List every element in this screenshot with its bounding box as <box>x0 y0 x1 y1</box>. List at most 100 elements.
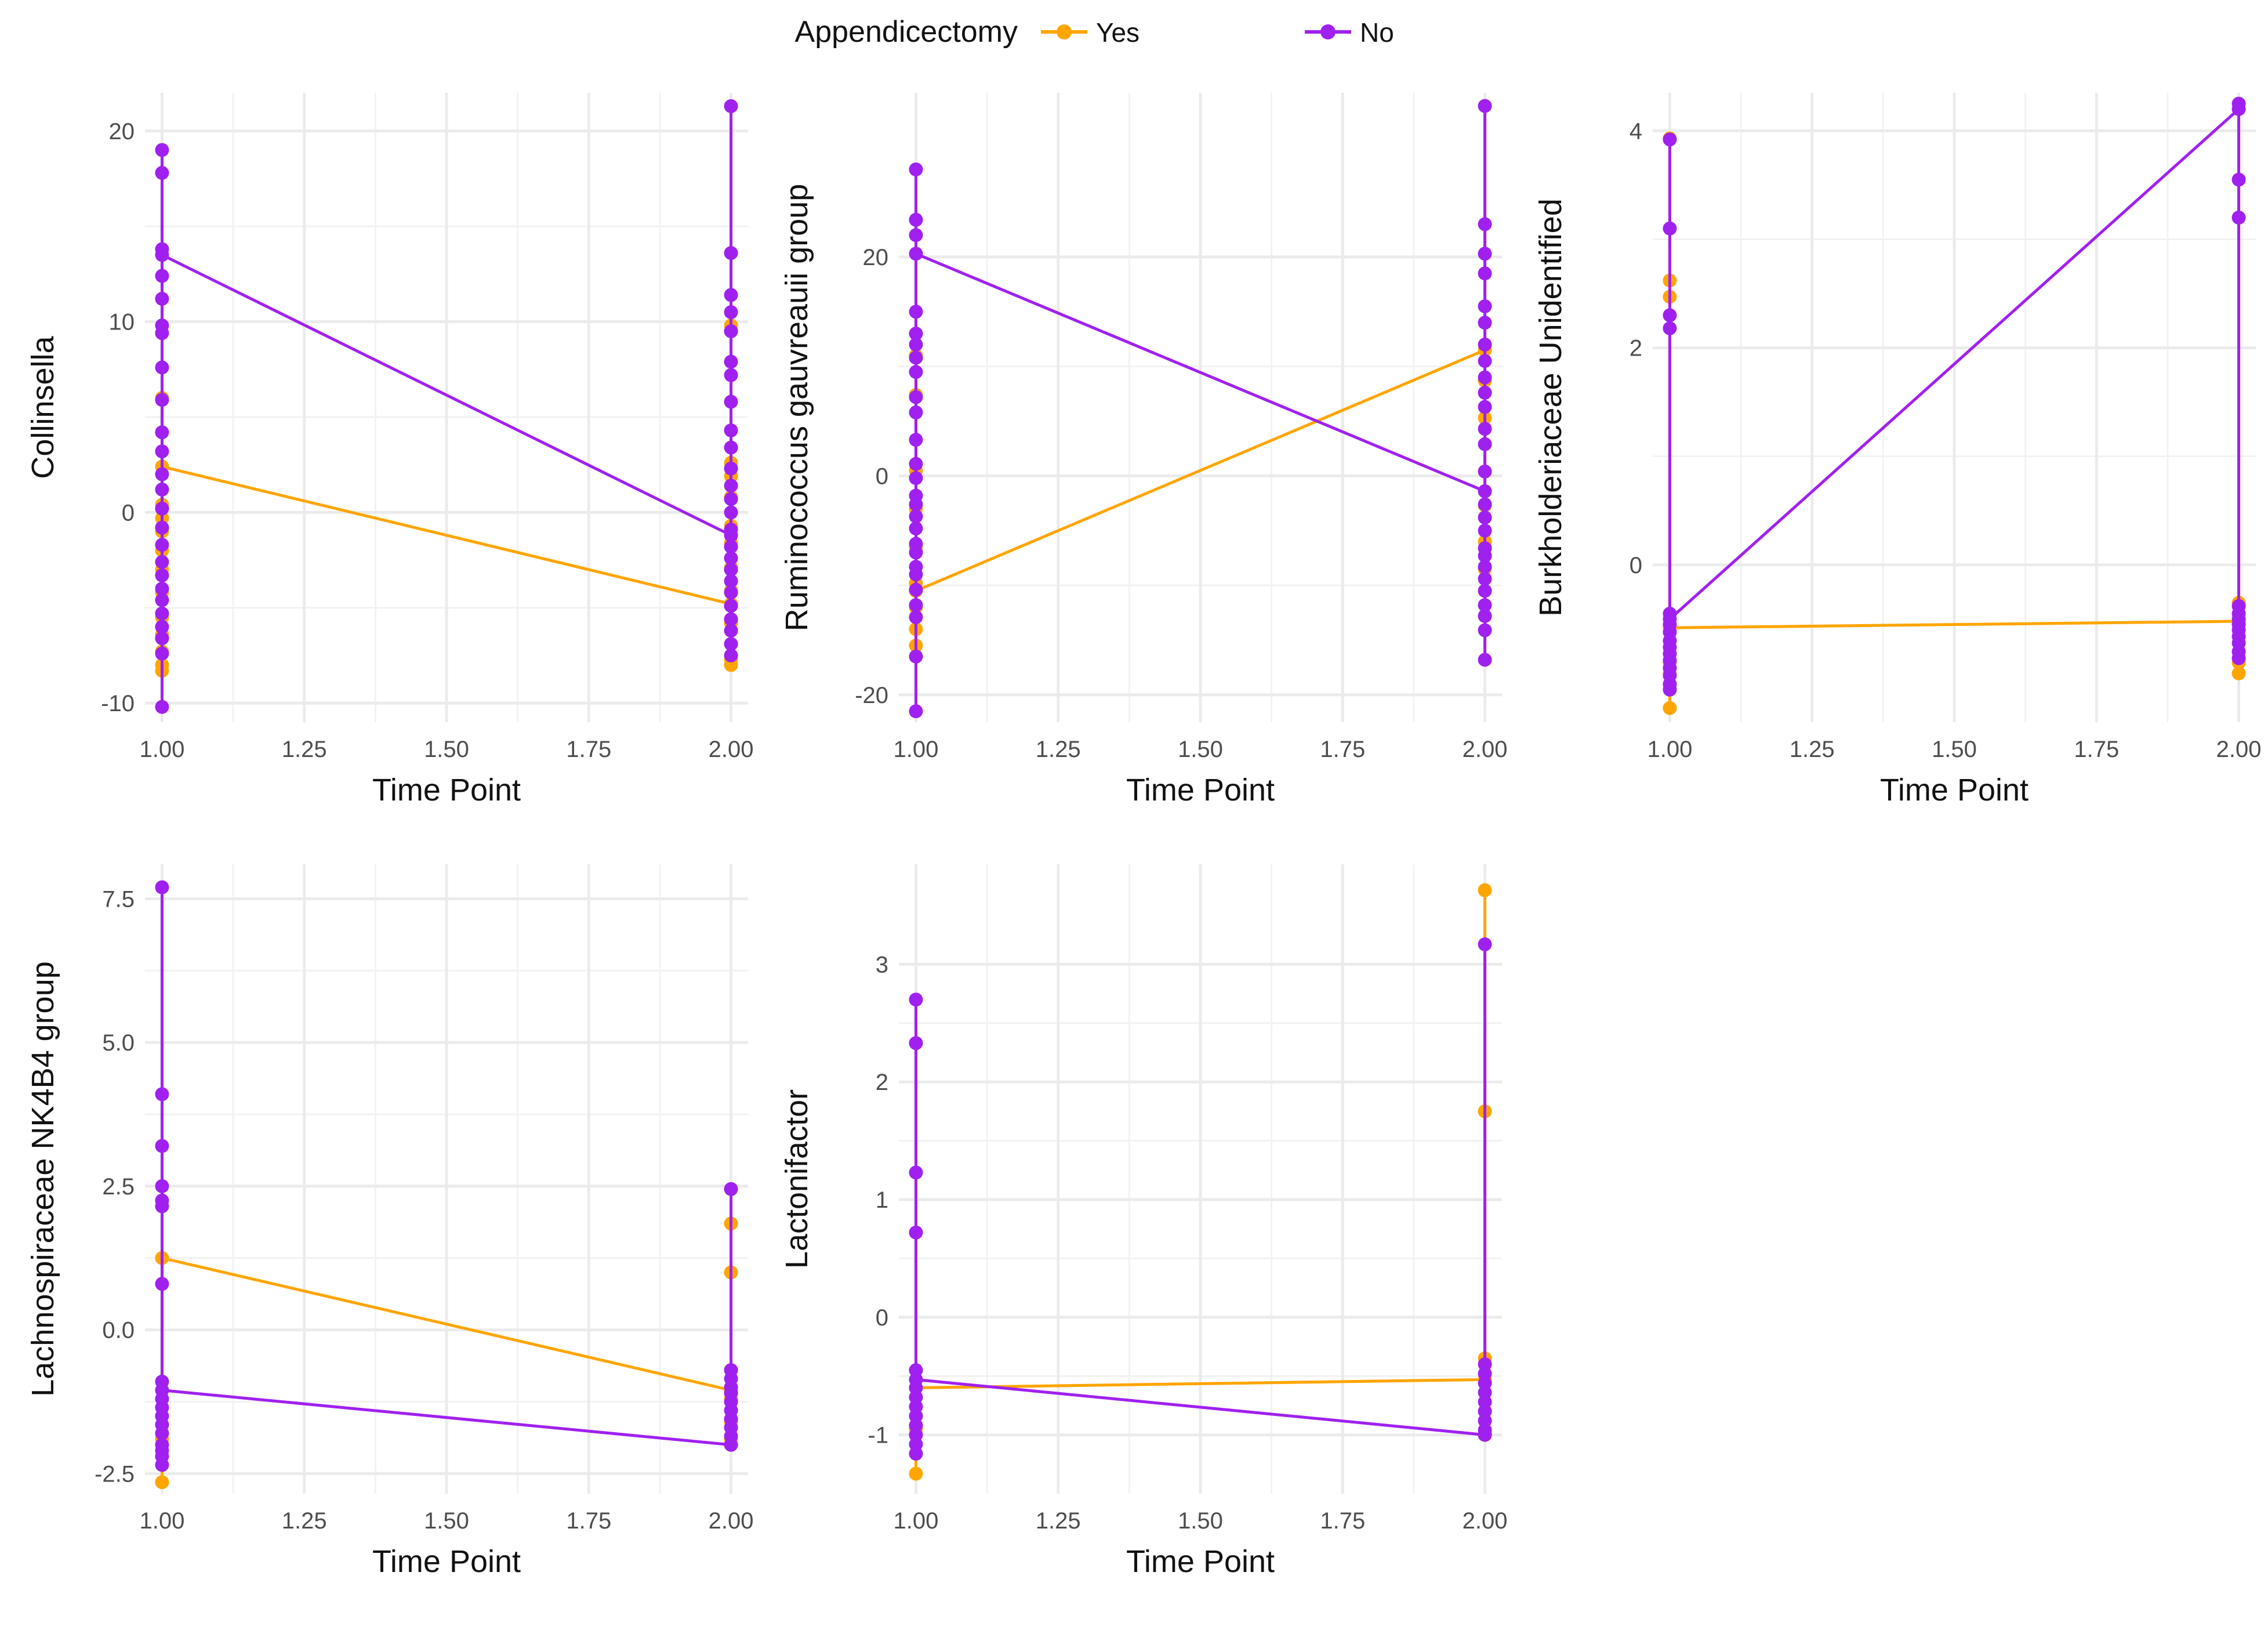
data-point-no <box>155 482 169 497</box>
data-point-no <box>155 248 169 262</box>
data-point-no <box>724 648 738 662</box>
data-point-no <box>1478 266 1492 281</box>
data-point-no <box>724 612 738 626</box>
data-point-no <box>155 520 169 535</box>
y-axis-title: Lactonifactor <box>779 1089 814 1269</box>
x-tick-label: 1.00 <box>1648 737 1693 762</box>
x-tick-label: 1.00 <box>140 737 185 762</box>
y-tick-label: 2 <box>1630 336 1642 361</box>
data-point-no <box>1478 299 1492 313</box>
x-tick-label: 1.50 <box>1932 737 1977 762</box>
data-point-no <box>1478 422 1492 436</box>
x-tick-label: 1.50 <box>424 737 469 762</box>
data-point-no <box>724 492 738 506</box>
trend-line-no <box>161 253 732 537</box>
panel-collinsella: 1.00 1.25 1.50 1.75 2.00 -10 0 10 20 Time Point Co… <box>26 93 753 807</box>
data-point-no <box>1478 99 1492 113</box>
y-tick-label: 10 <box>109 310 135 335</box>
data-point-no <box>155 593 169 607</box>
data-point-no <box>724 99 738 114</box>
data-point-no <box>724 461 738 476</box>
x-tick-label: 2.00 <box>1463 1508 1508 1534</box>
data-point-no <box>909 433 923 447</box>
panel-ruminococcus-gauvreauii-group: 1.00 1.25 1.50 1.75 2.00 -20 0 20 Time Point Rumi… <box>779 93 1508 807</box>
data-point-no <box>1478 338 1492 352</box>
series-no <box>155 880 738 1472</box>
data-point-no <box>155 1458 169 1472</box>
data-point-no <box>155 1139 169 1153</box>
data-point-no <box>155 581 169 596</box>
x-tick-label: 1.50 <box>1178 737 1223 762</box>
trend-line-no <box>162 1389 731 1447</box>
data-point-no <box>155 606 169 621</box>
data-point-yes <box>724 658 738 672</box>
data-point-no <box>724 394 738 409</box>
legend-swatch-point-yes <box>1057 24 1072 39</box>
data-point-no <box>1478 560 1492 574</box>
data-point-no <box>909 993 923 1007</box>
data-point-no <box>909 704 923 719</box>
trend-line-no <box>915 252 1486 493</box>
data-point-no <box>909 405 923 419</box>
data-point-no <box>155 326 169 341</box>
data-point-no <box>1478 497 1492 512</box>
data-point-no <box>724 368 738 382</box>
data-point-no <box>724 637 738 651</box>
data-point-no <box>909 365 923 379</box>
data-point-no <box>1478 316 1492 330</box>
data-point-no <box>2231 102 2246 117</box>
y-tick-label: 0 <box>1630 553 1642 578</box>
panel-burkholderiaceae-unidentified: 1.00 1.25 1.50 1.75 2.00 0 2 4 Time Point Burkhol… <box>1533 93 2262 807</box>
y-axis-title: Lachnospiraceae NK4B4 group <box>26 961 60 1397</box>
x-tick-label: 1.75 <box>2074 737 2119 762</box>
legend-item-yes: Yes <box>1041 17 1140 48</box>
x-tick-label: 1.00 <box>140 1508 185 1534</box>
trend-line-yes <box>161 1256 732 1392</box>
data-point-no <box>909 521 923 536</box>
data-point-no <box>1478 370 1492 385</box>
data-point-no <box>1663 321 1677 335</box>
data-point-no <box>155 467 169 481</box>
data-point-no <box>1663 308 1677 323</box>
y-tick-label: 7.5 <box>102 886 135 912</box>
x-tick-label: 1.00 <box>894 737 939 762</box>
legend-item-no: No <box>1305 17 1394 48</box>
x-tick-label: 2.00 <box>709 1508 754 1534</box>
panel-lactonifactor: 1.00 1.25 1.50 1.75 2.00 -1 0 1 2 3 Time Point Lact… <box>779 864 1508 1579</box>
data-point-no <box>155 1426 169 1440</box>
data-point-no <box>909 457 923 471</box>
data-point-no <box>1478 653 1492 667</box>
y-tick-label: 4 <box>1630 118 1642 144</box>
x-axis-title: Time Point <box>1126 773 1275 807</box>
data-point-no <box>724 479 738 493</box>
data-point-yes <box>155 1475 169 1490</box>
y-tick-label: 0.0 <box>102 1318 135 1343</box>
y-tick-label: 20 <box>863 245 889 270</box>
data-point-no <box>1478 584 1492 598</box>
data-point-no <box>724 585 738 600</box>
data-point-no <box>155 360 169 375</box>
y-tick-label: 0 <box>122 500 135 526</box>
data-point-no <box>909 247 923 261</box>
x-tick-label: 2.00 <box>1463 737 1508 762</box>
data-point-no <box>155 555 169 569</box>
data-point-no <box>155 269 169 283</box>
trend-line-yes <box>915 349 1486 592</box>
data-point-no <box>2231 651 2246 665</box>
data-point-no <box>1478 484 1492 498</box>
data-point-no <box>724 505 738 520</box>
x-tick-label: 1.25 <box>1036 737 1081 762</box>
x-tick-label: 2.00 <box>2216 737 2262 762</box>
data-point-no <box>909 1165 923 1180</box>
data-point-no <box>724 423 738 437</box>
x-axis-title: Time Point <box>1880 773 2029 807</box>
data-point-no <box>909 228 923 242</box>
data-point-no <box>724 539 738 554</box>
legend-title: Appendicectomy <box>795 15 1018 49</box>
y-tick-label: 2.5 <box>102 1174 135 1200</box>
data-point-no <box>724 562 738 577</box>
data-point-no <box>909 162 923 177</box>
data-point-no <box>909 598 923 613</box>
data-point-no <box>909 1225 923 1240</box>
x-tick-label: 1.25 <box>1790 737 1835 762</box>
